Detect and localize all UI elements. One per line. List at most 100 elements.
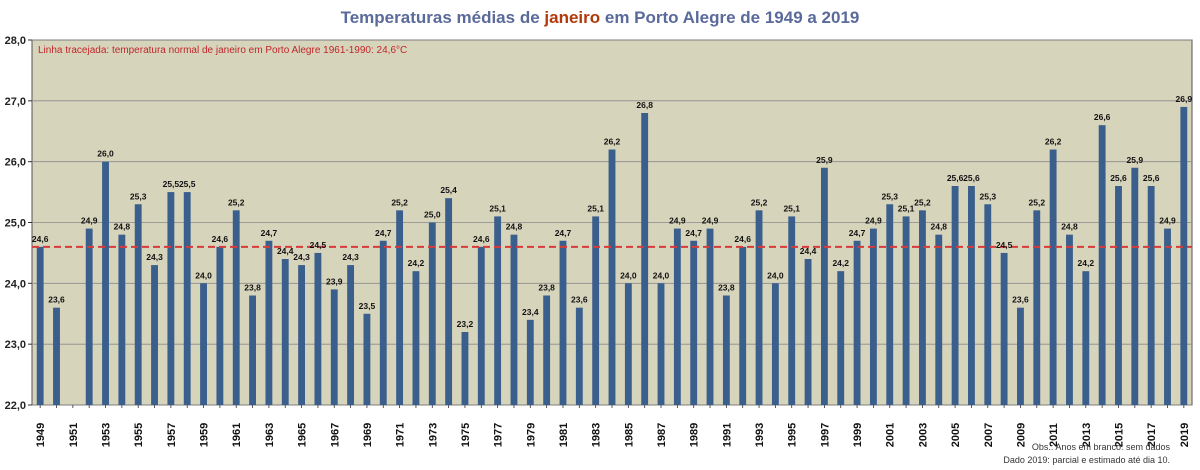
bar — [559, 240, 567, 405]
bar-value-label: 23,8 — [538, 283, 555, 293]
bar — [592, 216, 600, 405]
bar-value-label: 24,5 — [310, 240, 327, 250]
bar — [1017, 307, 1024, 405]
x-tick-label: 2009 — [1015, 423, 1027, 447]
bar — [739, 246, 747, 405]
bar-value-label: 24,3 — [146, 252, 163, 262]
bar — [788, 216, 796, 405]
bar-value-label: 26,0 — [97, 149, 114, 159]
bar — [265, 240, 273, 405]
x-tick-label: 1957 — [166, 423, 178, 447]
bar — [624, 283, 632, 405]
bar — [494, 216, 502, 405]
bar — [543, 295, 551, 405]
x-tick-label: 1979 — [525, 423, 537, 447]
bar — [363, 313, 371, 405]
footnote-no-data: Obs.: Anos em branco: sem dados — [1031, 442, 1170, 452]
y-tick-label: 23,0 — [5, 339, 26, 351]
x-tick-label: 1981 — [558, 423, 570, 447]
bar — [412, 271, 420, 405]
bar-value-label: 25,4 — [440, 185, 457, 195]
bar — [575, 307, 583, 405]
bar-value-label: 25,0 — [424, 210, 441, 220]
bar-value-label: 26,9 — [1176, 94, 1193, 104]
bar — [968, 186, 975, 405]
bar-value-label: 25,3 — [130, 191, 147, 201]
bar-value-label: 25,5 — [179, 179, 196, 189]
bar-value-label: 24,0 — [195, 270, 212, 280]
x-tick-label: 2019 — [1179, 423, 1191, 447]
reference-note: Linha tracejada: temperatura normal de j… — [38, 45, 407, 56]
bar — [347, 265, 355, 405]
x-tick-label: 1977 — [493, 423, 505, 447]
y-tick-label: 26,0 — [5, 157, 26, 169]
bar — [298, 265, 306, 405]
bar-value-label: 24,0 — [653, 270, 670, 280]
chart-title: Temperaturas médias de janeiro em Porto … — [0, 8, 1200, 28]
bar-value-label: 24,4 — [800, 246, 817, 256]
bar-value-label: 24,4 — [277, 246, 294, 256]
bar-value-label: 24,2 — [408, 258, 425, 268]
bar-value-label: 24,6 — [32, 234, 49, 244]
bar — [379, 240, 387, 405]
bar — [755, 210, 763, 405]
x-tick-label: 2015 — [1113, 423, 1125, 447]
bar-value-label: 24,9 — [1159, 216, 1176, 226]
bar-value-label: 25,1 — [898, 203, 915, 213]
x-tick-label: 1965 — [297, 423, 309, 447]
bar — [641, 113, 649, 405]
bar-value-label: 26,8 — [636, 100, 653, 110]
bar-value-label: 24,7 — [849, 228, 866, 238]
bar — [36, 246, 44, 405]
bar-value-label: 25,9 — [816, 155, 833, 165]
bar-value-label: 24,9 — [81, 216, 98, 226]
y-tick-label: 27,0 — [5, 96, 26, 108]
bar — [232, 210, 240, 405]
bar — [1000, 252, 1008, 405]
x-tick-label: 1987 — [656, 423, 668, 447]
bar-value-label: 25,5 — [163, 179, 180, 189]
x-tick-label: 1955 — [133, 423, 145, 447]
bar — [935, 234, 943, 405]
x-tick-label: 1995 — [787, 423, 799, 447]
bar-value-label: 25,6 — [1143, 173, 1160, 183]
bar-value-label: 25,2 — [751, 197, 768, 207]
bar-value-label: 23,6 — [571, 295, 588, 305]
bar-value-label: 24,3 — [342, 252, 359, 262]
y-tick-label: 25,0 — [5, 218, 26, 230]
bar — [85, 228, 93, 405]
bar-value-label: 26,2 — [604, 137, 621, 147]
bar — [249, 295, 256, 405]
x-tick-label: 1961 — [231, 423, 243, 447]
bar — [1131, 167, 1139, 405]
x-tick-label: 1953 — [101, 423, 113, 447]
bar-value-label: 25,2 — [391, 197, 408, 207]
bar-value-label: 25,9 — [1127, 155, 1144, 165]
bar-value-label: 24,8 — [1061, 222, 1078, 232]
x-tick-label: 1963 — [264, 423, 276, 447]
bar — [690, 240, 698, 405]
bar — [804, 259, 812, 405]
bar-value-label: 23,6 — [48, 295, 65, 305]
bar-value-label: 24,5 — [996, 240, 1013, 250]
bar-value-label: 24,7 — [685, 228, 702, 238]
bar — [869, 228, 877, 405]
bar-value-label: 25,3 — [980, 191, 997, 201]
x-tick-label: 1967 — [329, 423, 341, 447]
bar — [951, 186, 959, 405]
bar-value-label: 23,6 — [1012, 295, 1029, 305]
bar-value-label: 25,3 — [881, 191, 898, 201]
bar-value-label: 23,8 — [244, 283, 261, 293]
bar — [1098, 125, 1106, 406]
bar-value-label: 24,0 — [620, 270, 637, 280]
x-tick-label: 2005 — [950, 423, 962, 447]
bar-value-label: 25,1 — [587, 203, 604, 213]
bar — [984, 204, 992, 405]
y-tick-label: 22,0 — [5, 400, 26, 412]
x-tick-label: 1999 — [852, 423, 864, 447]
x-tick-label: 1959 — [199, 423, 211, 447]
x-tick-label: 1973 — [427, 423, 439, 447]
bar-value-label: 23,8 — [718, 283, 735, 293]
bar — [134, 204, 142, 405]
bar-value-label: 25,2 — [1029, 197, 1046, 207]
